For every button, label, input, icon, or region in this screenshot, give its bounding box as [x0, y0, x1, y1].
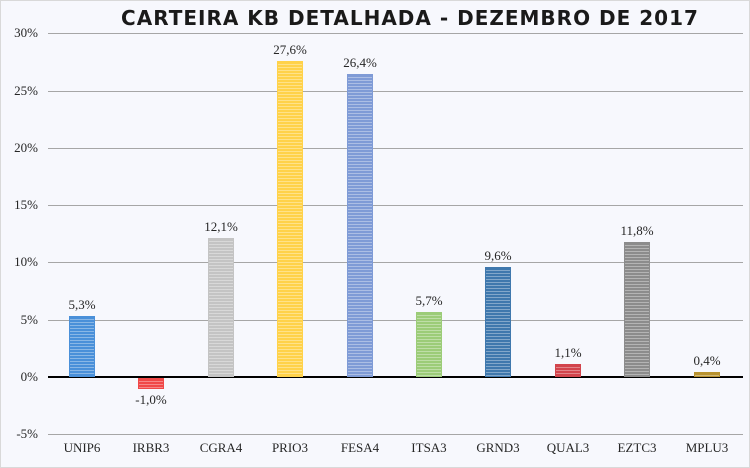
x-tick-label: PRIO3: [271, 440, 309, 455]
bar-cgra4[interactable]: [208, 238, 234, 377]
bar-unip6[interactable]: [69, 316, 95, 377]
data-label: -1,0%: [135, 392, 167, 407]
data-label: 5,3%: [68, 297, 96, 312]
y-tick-label: 20%: [14, 140, 38, 155]
data-label: 0,4%: [693, 353, 721, 368]
y-tick-label: 30%: [14, 25, 38, 40]
y-tick-label: 10%: [14, 254, 38, 269]
gridline: [48, 91, 743, 92]
data-label: 26,4%: [343, 55, 377, 70]
data-label: 1,1%: [554, 345, 582, 360]
x-tick-label: GRND3: [476, 440, 520, 455]
gridline: [48, 148, 743, 149]
y-tick-label: 0%: [20, 369, 38, 384]
gridline: [48, 376, 743, 378]
bar-grnd3[interactable]: [485, 267, 511, 377]
gridline: [48, 434, 743, 435]
data-label: 5,7%: [415, 293, 443, 308]
x-tick-label: MPLU3: [685, 440, 729, 455]
data-label: 11,8%: [620, 223, 654, 238]
gridline: [48, 262, 743, 263]
bar-eztc3[interactable]: [624, 242, 650, 377]
x-tick-label: IRBR3: [132, 440, 170, 455]
x-tick-label: CGRA4: [199, 440, 243, 455]
x-tick-label: FESA4: [340, 440, 380, 455]
x-tick-label: UNIP6: [63, 440, 101, 455]
bar-itsa3[interactable]: [416, 312, 442, 377]
bar-mplu3[interactable]: [694, 372, 720, 377]
x-tick-label: EZTC3: [617, 440, 657, 455]
y-tick-label: 15%: [14, 197, 38, 212]
data-label: 9,6%: [484, 248, 512, 263]
data-label: 27,6%: [273, 42, 307, 57]
y-tick-label: 5%: [20, 312, 38, 327]
x-tick-label: ITSA3: [411, 440, 447, 455]
y-tick-label: 25%: [14, 83, 38, 98]
chart-title: CARTEIRA KB DETALHADA - DEZEMBRO DE 2017: [121, 6, 699, 30]
bar-qual3[interactable]: [555, 364, 581, 377]
gridline: [48, 205, 743, 206]
bar-fesa4[interactable]: [347, 74, 373, 377]
y-tick-label: -5%: [16, 426, 38, 441]
gridline: [48, 320, 743, 321]
data-label: 12,1%: [204, 219, 238, 234]
gridline: [48, 33, 743, 34]
bar-prio3[interactable]: [277, 61, 303, 377]
bar-irbr3[interactable]: [138, 378, 164, 389]
x-tick-label: QUAL3: [546, 440, 590, 455]
